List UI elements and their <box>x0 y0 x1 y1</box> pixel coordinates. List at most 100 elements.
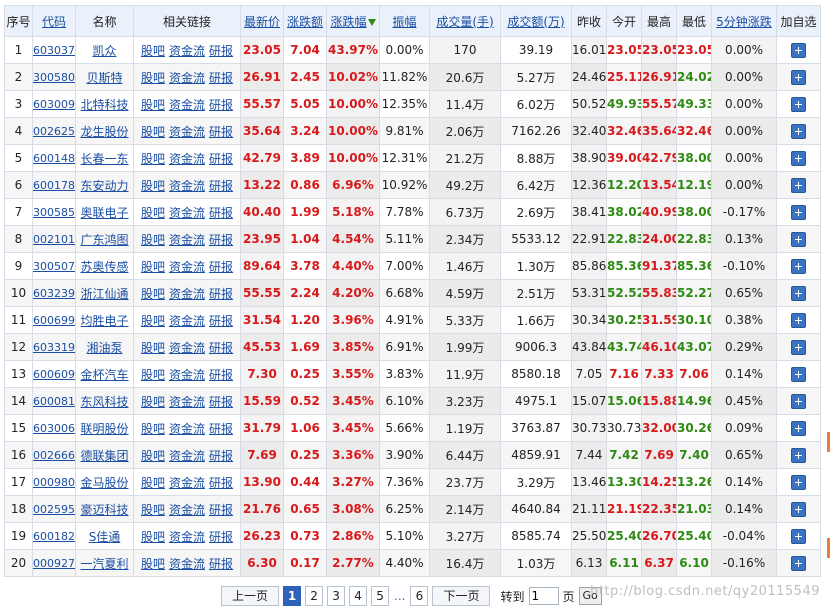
stock-code-link[interactable]: 600699 <box>33 314 75 327</box>
stock-code-link[interactable]: 000980 <box>33 476 75 489</box>
stock-name-link[interactable]: 凯众 <box>92 43 117 58</box>
guba-link[interactable]: 股吧 <box>140 340 165 355</box>
guba-link[interactable]: 股吧 <box>140 232 165 247</box>
research-report-link[interactable]: 研报 <box>209 259 234 274</box>
stock-code-link[interactable]: 603006 <box>33 422 75 435</box>
stock-code-link[interactable]: 002595 <box>33 503 75 516</box>
stock-name-link[interactable]: 龙生股份 <box>80 124 129 139</box>
fund-flow-link[interactable]: 资金流 <box>168 232 205 247</box>
research-report-link[interactable]: 研报 <box>209 70 234 85</box>
fund-flow-link[interactable]: 资金流 <box>168 70 205 85</box>
col-speed[interactable]: 5分钟涨跌 <box>711 5 777 37</box>
fund-flow-link[interactable]: 资金流 <box>168 151 205 166</box>
guba-link[interactable]: 股吧 <box>140 286 165 301</box>
goto-page-input[interactable] <box>528 587 559 605</box>
guba-link[interactable]: 股吧 <box>140 259 165 274</box>
fund-flow-link[interactable]: 资金流 <box>168 340 205 355</box>
stock-name-link[interactable]: 一汽夏利 <box>80 556 129 571</box>
research-report-link[interactable]: 研报 <box>209 124 234 139</box>
guba-link[interactable]: 股吧 <box>140 43 165 58</box>
research-report-link[interactable]: 研报 <box>209 556 234 571</box>
col-turnover[interactable]: 成交额(万) <box>500 5 572 37</box>
guba-link[interactable]: 股吧 <box>140 556 165 571</box>
add-watchlist-icon[interactable] <box>791 150 806 166</box>
research-report-link[interactable]: 研报 <box>209 97 234 112</box>
stock-name-link[interactable]: 长春一东 <box>80 151 129 166</box>
research-report-link[interactable]: 研报 <box>209 367 234 382</box>
col-price[interactable]: 最新价 <box>240 5 284 37</box>
stock-code-link[interactable]: 002625 <box>33 125 75 138</box>
fund-flow-link[interactable]: 资金流 <box>168 502 205 517</box>
research-report-link[interactable]: 研报 <box>209 313 234 328</box>
research-report-link[interactable]: 研报 <box>209 205 234 220</box>
add-watchlist-icon[interactable] <box>791 123 806 139</box>
add-watchlist-icon[interactable] <box>791 555 806 571</box>
add-watchlist-icon[interactable] <box>791 312 806 328</box>
fund-flow-link[interactable]: 资金流 <box>168 448 205 463</box>
fund-flow-link[interactable]: 资金流 <box>168 124 205 139</box>
add-watchlist-icon[interactable] <box>791 339 806 355</box>
guba-link[interactable]: 股吧 <box>140 313 165 328</box>
add-watchlist-icon[interactable] <box>791 420 806 436</box>
page-5-button[interactable]: 5 <box>371 586 390 606</box>
guba-link[interactable]: 股吧 <box>140 124 165 139</box>
stock-name-link[interactable]: 东安动力 <box>80 178 129 193</box>
page-4-button[interactable]: 4 <box>349 586 368 606</box>
stock-code-link[interactable]: 600081 <box>33 395 75 408</box>
stock-code-link[interactable]: 600182 <box>33 530 75 543</box>
col-pct[interactable]: 涨跌幅 <box>326 5 380 37</box>
stock-code-link[interactable]: 603239 <box>33 287 75 300</box>
stock-name-link[interactable]: 金杯汽车 <box>80 367 129 382</box>
stock-code-link[interactable]: 600148 <box>33 152 75 165</box>
stock-code-link[interactable]: 300580 <box>33 71 75 84</box>
stock-code-link[interactable]: 603037 <box>33 44 75 57</box>
guba-link[interactable]: 股吧 <box>140 421 165 436</box>
stock-name-link[interactable]: S佳通 <box>88 529 121 544</box>
col-change[interactable]: 涨跌额 <box>283 5 327 37</box>
guba-link[interactable]: 股吧 <box>140 70 165 85</box>
fund-flow-link[interactable]: 资金流 <box>168 475 205 490</box>
add-watchlist-icon[interactable] <box>791 285 806 301</box>
research-report-link[interactable]: 研报 <box>209 232 234 247</box>
research-report-link[interactable]: 研报 <box>209 475 234 490</box>
add-watchlist-icon[interactable] <box>791 393 806 409</box>
guba-link[interactable]: 股吧 <box>140 205 165 220</box>
stock-name-link[interactable]: 东风科技 <box>80 394 129 409</box>
add-watchlist-icon[interactable] <box>791 204 806 220</box>
stock-name-link[interactable]: 广东鸿图 <box>80 232 129 247</box>
add-watchlist-icon[interactable] <box>791 474 806 490</box>
stock-code-link[interactable]: 300507 <box>33 260 75 273</box>
stock-code-link[interactable]: 300585 <box>33 206 75 219</box>
stock-name-link[interactable]: 苏奥传感 <box>80 259 129 274</box>
add-watchlist-icon[interactable] <box>791 447 806 463</box>
stock-code-link[interactable]: 603009 <box>33 98 75 111</box>
guba-link[interactable]: 股吧 <box>140 475 165 490</box>
stock-name-link[interactable]: 湘油泵 <box>86 340 123 355</box>
page-1-button[interactable]: 1 <box>283 586 302 606</box>
page-3-button[interactable]: 3 <box>327 586 346 606</box>
fund-flow-link[interactable]: 资金流 <box>168 313 205 328</box>
stock-code-link[interactable]: 002101 <box>33 233 75 246</box>
stock-code-link[interactable]: 600178 <box>33 179 75 192</box>
col-code[interactable]: 代码 <box>32 5 76 37</box>
add-watchlist-icon[interactable] <box>791 501 806 517</box>
stock-name-link[interactable]: 金马股份 <box>80 475 129 490</box>
stock-name-link[interactable]: 贝斯特 <box>86 70 123 85</box>
prev-page-button[interactable]: 上一页 <box>221 586 280 606</box>
page-2-button[interactable]: 2 <box>305 586 324 606</box>
stock-name-link[interactable]: 北特科技 <box>80 97 129 112</box>
guba-link[interactable]: 股吧 <box>140 502 165 517</box>
stock-code-link[interactable]: 000927 <box>33 557 75 570</box>
research-report-link[interactable]: 研报 <box>209 448 234 463</box>
fund-flow-link[interactable]: 资金流 <box>168 367 205 382</box>
fund-flow-link[interactable]: 资金流 <box>168 286 205 301</box>
stock-name-link[interactable]: 德联集团 <box>80 448 129 463</box>
guba-link[interactable]: 股吧 <box>140 529 165 544</box>
research-report-link[interactable]: 研报 <box>209 529 234 544</box>
guba-link[interactable]: 股吧 <box>140 97 165 112</box>
add-watchlist-icon[interactable] <box>791 528 806 544</box>
fund-flow-link[interactable]: 资金流 <box>168 205 205 220</box>
stock-name-link[interactable]: 奥联电子 <box>80 205 129 220</box>
stock-code-link[interactable]: 603319 <box>33 341 75 354</box>
fund-flow-link[interactable]: 资金流 <box>168 556 205 571</box>
